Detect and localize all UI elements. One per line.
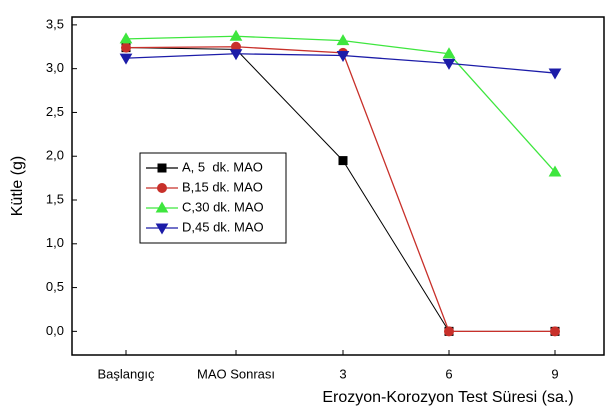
legend-label: A, 5 dk. MAO <box>182 159 263 174</box>
y-tick-label: 3,0 <box>46 60 64 75</box>
data-point <box>119 53 133 65</box>
x-tick-label: 9 <box>551 366 558 381</box>
y-tick-label: 1,0 <box>46 235 64 250</box>
y-tick-label: 2,5 <box>46 104 64 119</box>
data-point <box>444 326 454 337</box>
x-tick-label: 6 <box>445 366 452 381</box>
plot-frame <box>71 16 605 356</box>
data-point <box>121 42 131 53</box>
legend-label: D,45 dk. MAO <box>182 219 264 234</box>
x-tick-label: Başlangıç <box>97 366 155 381</box>
data-point <box>550 326 560 337</box>
data-point <box>229 29 243 41</box>
legend-label: B,15 dk. MAO <box>182 179 263 194</box>
y-tick-label: 0,5 <box>46 279 64 294</box>
legend-marker <box>155 201 169 213</box>
data-point <box>336 51 350 63</box>
y-tick-label: 0,0 <box>46 323 64 338</box>
x-tick-label: MAO Sonrası <box>197 366 275 381</box>
y-tick-label: 1,5 <box>46 191 64 206</box>
y-tick-label: 2,0 <box>46 148 64 163</box>
y-axis-title: Kütle (g) <box>9 156 26 216</box>
data-point <box>442 47 456 59</box>
data-point <box>119 32 133 44</box>
legend-marker <box>155 223 169 235</box>
data-point <box>442 58 456 70</box>
data-point <box>548 165 562 177</box>
data-point <box>338 156 348 166</box>
legend-marker <box>157 163 167 173</box>
data-point <box>336 34 350 46</box>
x-axis-title: Erozyon-Korozyon Test Süresi (sa.) <box>322 389 573 406</box>
legend-label: C,30 dk. MAO <box>182 199 264 214</box>
data-point <box>229 49 243 61</box>
y-tick-label: 3,5 <box>46 16 64 31</box>
x-tick-label: 3 <box>339 366 346 381</box>
data-point <box>548 68 562 80</box>
legend-marker <box>157 183 167 193</box>
